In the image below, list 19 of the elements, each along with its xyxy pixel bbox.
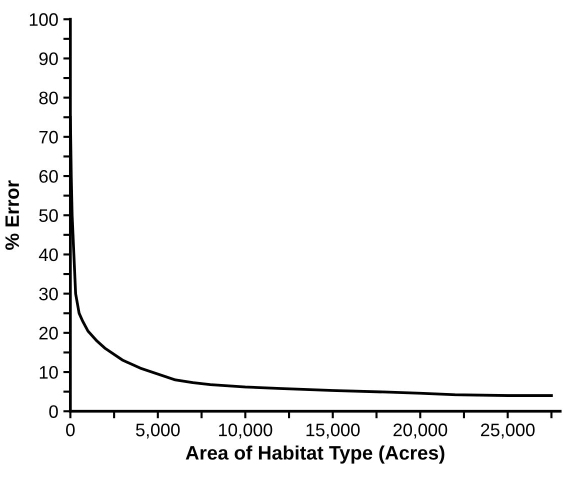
y-tick-label: 60 [39,170,58,183]
y-tick-label: 40 [38,248,58,262]
y-tick-label: 50 [39,209,58,222]
x-tick-label: 10,000 [219,424,272,438]
x-tick-label: 15,000 [306,424,360,438]
y-tick-label: 100 [30,13,58,26]
x-tick-label: 5,000 [136,424,180,438]
y-tick-label: 90 [39,52,58,66]
y-tick-label: 30 [39,288,58,300]
x-tick-label: 0 [66,424,75,436]
y-axis-title: % Error [5,180,20,250]
y-tick-label: 70 [39,130,58,144]
y-tick-label: 10 [40,366,58,379]
y-tick-label: 80 [39,92,58,104]
x-tick-label: 25,000 [481,424,535,438]
y-tick-label: 20 [39,326,58,340]
x-axis-title: Area of Habitat Type (Acres) [186,445,444,464]
y-tick-label: 0 [49,405,58,418]
x-tick-label: 20,000 [394,424,448,438]
